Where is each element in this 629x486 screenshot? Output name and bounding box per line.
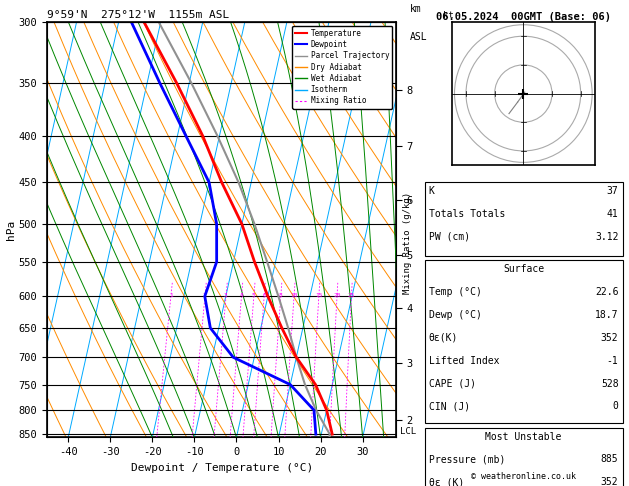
Text: kt: kt bbox=[443, 12, 454, 20]
Text: Mixing Ratio (g/kg): Mixing Ratio (g/kg) bbox=[403, 192, 412, 294]
X-axis label: Dewpoint / Temperature (°C): Dewpoint / Temperature (°C) bbox=[131, 463, 313, 473]
Text: 3.12: 3.12 bbox=[595, 232, 618, 242]
Text: Surface: Surface bbox=[503, 264, 544, 275]
Text: PW (cm): PW (cm) bbox=[429, 232, 470, 242]
Text: 37: 37 bbox=[607, 186, 618, 196]
Text: K: K bbox=[429, 186, 435, 196]
Text: 1: 1 bbox=[169, 293, 172, 297]
Text: 8: 8 bbox=[279, 293, 282, 297]
Bar bbox=[425, 182, 623, 256]
Text: 18.7: 18.7 bbox=[595, 310, 618, 320]
Text: 22.6: 22.6 bbox=[595, 287, 618, 297]
Text: 3: 3 bbox=[224, 293, 228, 297]
Text: ASL: ASL bbox=[410, 32, 428, 42]
Text: km: km bbox=[410, 3, 422, 14]
Text: 10: 10 bbox=[290, 293, 298, 297]
Text: Most Unstable: Most Unstable bbox=[486, 432, 562, 442]
Text: 06.05.2024  00GMT (Base: 06): 06.05.2024 00GMT (Base: 06) bbox=[436, 12, 611, 22]
Text: -1: -1 bbox=[607, 356, 618, 366]
Text: Totals Totals: Totals Totals bbox=[429, 209, 505, 219]
Text: θε(K): θε(K) bbox=[429, 333, 458, 343]
Bar bbox=[425, 428, 623, 486]
Text: 352: 352 bbox=[601, 333, 618, 343]
Text: 4: 4 bbox=[240, 293, 243, 297]
Text: 41: 41 bbox=[607, 209, 618, 219]
Text: 6: 6 bbox=[262, 293, 266, 297]
Text: LCL: LCL bbox=[400, 427, 416, 436]
Y-axis label: hPa: hPa bbox=[6, 220, 16, 240]
Text: Pressure (mb): Pressure (mb) bbox=[429, 454, 505, 465]
Legend: Temperature, Dewpoint, Parcel Trajectory, Dry Adiabat, Wet Adiabat, Isotherm, Mi: Temperature, Dewpoint, Parcel Trajectory… bbox=[292, 26, 392, 108]
Text: θε (K): θε (K) bbox=[429, 477, 464, 486]
Text: 9°59'N  275°12'W  1155m ASL: 9°59'N 275°12'W 1155m ASL bbox=[47, 10, 230, 20]
Text: Temp (°C): Temp (°C) bbox=[429, 287, 482, 297]
Text: Lifted Index: Lifted Index bbox=[429, 356, 499, 366]
Text: 20: 20 bbox=[333, 293, 341, 297]
Text: 2: 2 bbox=[203, 293, 207, 297]
Text: Dewp (°C): Dewp (°C) bbox=[429, 310, 482, 320]
Text: 528: 528 bbox=[601, 379, 618, 389]
Text: CIN (J): CIN (J) bbox=[429, 401, 470, 412]
Text: 885: 885 bbox=[601, 454, 618, 465]
Text: CAPE (J): CAPE (J) bbox=[429, 379, 476, 389]
Text: 0: 0 bbox=[613, 401, 618, 412]
Text: © weatheronline.co.uk: © weatheronline.co.uk bbox=[471, 472, 576, 481]
Text: 15: 15 bbox=[315, 293, 323, 297]
Text: 25: 25 bbox=[348, 293, 355, 297]
Bar bbox=[425, 260, 623, 423]
Text: 352: 352 bbox=[601, 477, 618, 486]
Text: 5: 5 bbox=[252, 293, 255, 297]
